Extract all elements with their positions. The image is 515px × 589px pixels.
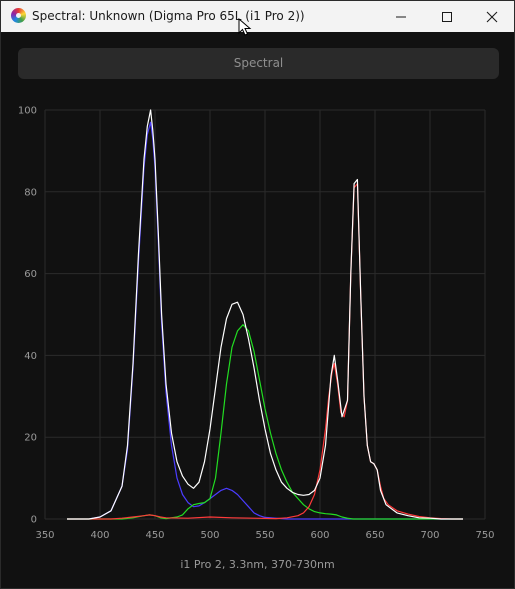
maximize-button[interactable]: [423, 1, 469, 32]
title-bar[interactable]: Spectral: Unknown (Digma Pro 65L (i1 Pro…: [1, 1, 514, 36]
mouse-cursor-icon: [238, 18, 252, 36]
window-title: Spectral: Unknown (Digma Pro 65L (i1 Pro…: [32, 9, 305, 23]
x-tick-label: 500: [200, 530, 219, 541]
minimize-icon: [396, 16, 406, 18]
x-tick-label: 750: [475, 530, 494, 541]
y-tick-label: 60: [24, 269, 37, 280]
app-logo-icon: [11, 8, 26, 23]
tab-spectral[interactable]: Spectral: [18, 48, 499, 79]
x-tick-label: 350: [35, 530, 54, 541]
y-tick-label: 40: [24, 351, 37, 362]
spectrum-line-white: [67, 109, 463, 520]
x-tick-label: 650: [365, 530, 384, 541]
chart-caption: i1 Pro 2, 3.3nm, 370-730nm: [180, 558, 335, 571]
x-tick-label: 450: [145, 530, 164, 541]
x-tick-label: 700: [420, 530, 439, 541]
y-tick-label: 20: [24, 433, 37, 444]
x-tick-label: 550: [255, 530, 274, 541]
close-button[interactable]: [468, 1, 514, 32]
spectral-chart: 350 400 450 500 550 600 650 700 750 0 20 40 60 80 100: [18, 106, 495, 542]
spectrum-line-green: [67, 324, 463, 520]
maximize-icon: [442, 12, 452, 22]
x-tick-label: 600: [310, 530, 329, 541]
minimize-button[interactable]: [377, 1, 423, 32]
x-tick-label: 400: [90, 530, 109, 541]
spectrum-line-red: [67, 182, 463, 520]
y-tick-label: 80: [24, 187, 37, 198]
y-tick-label: 100: [18, 106, 37, 117]
close-icon: [486, 11, 498, 23]
y-tick-label: 0: [31, 515, 37, 526]
